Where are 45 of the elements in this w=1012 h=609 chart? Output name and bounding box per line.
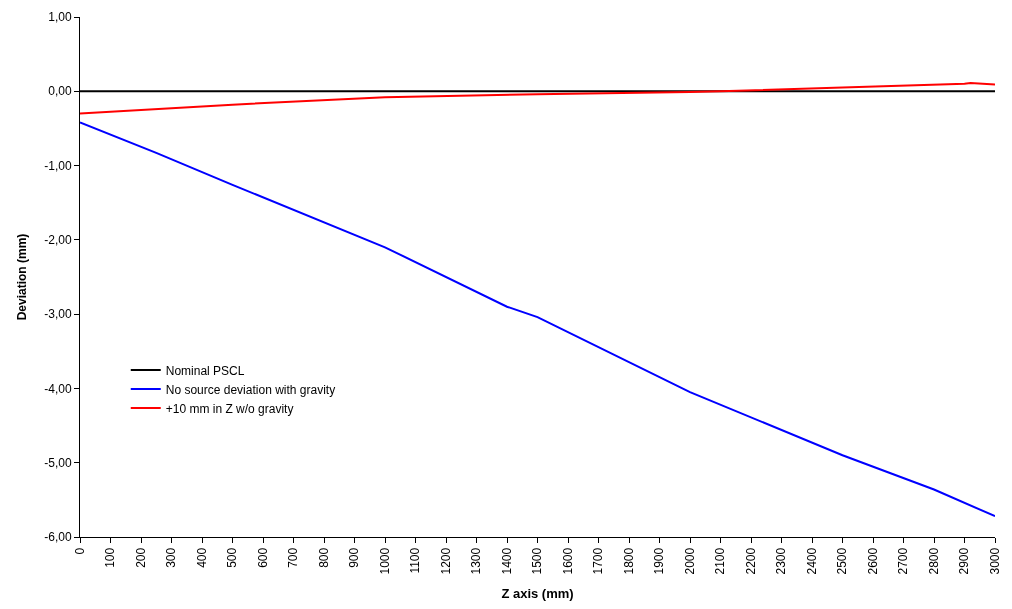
x-tick-label: 800 [316, 547, 331, 568]
x-tick-label: 2600 [865, 547, 880, 575]
x-tick-label: 900 [347, 547, 362, 568]
x-tick-label: 1600 [560, 547, 575, 575]
x-tick-label: 100 [103, 547, 118, 568]
x-tick-label: 2800 [926, 547, 941, 575]
x-tick-label: 500 [225, 547, 240, 568]
x-tick-label: 2300 [774, 547, 789, 575]
x-tick-label: 2900 [957, 547, 972, 575]
x-tick-label: 2200 [743, 547, 758, 575]
x-tick-label: 2700 [896, 547, 911, 575]
line-series [80, 121, 995, 518]
x-tick-label: 700 [286, 547, 301, 568]
y-tick-label: -3,00 [44, 307, 72, 322]
x-tick-label: 1100 [408, 547, 423, 574]
x-tick-label: 1500 [530, 547, 545, 575]
y-tick-label: -1,00 [44, 158, 72, 173]
y-tick-label: -5,00 [44, 455, 72, 470]
x-tick-label: 1400 [499, 547, 514, 575]
x-axis-title: Z axis (mm) [501, 586, 574, 602]
y-tick-label: -4,00 [44, 381, 72, 396]
x-tick-label: 2500 [835, 547, 850, 575]
x-tick-label: 0 [72, 547, 87, 555]
x-tick-label: 1900 [652, 547, 667, 575]
x-tick-label: 2400 [804, 547, 819, 575]
x-tick-label: 1800 [621, 547, 636, 575]
x-tick-label: 400 [194, 547, 209, 568]
x-tick-label: 1200 [438, 547, 453, 575]
y-axis-title: Deviation (mm) [14, 233, 29, 321]
y-tick-label: -2,00 [44, 233, 72, 248]
legend-label: +10 mm in Z w/o gravity [165, 401, 294, 416]
x-tick-label: 2100 [713, 547, 728, 575]
x-tick-label: 1700 [591, 547, 606, 575]
x-tick-label: 300 [164, 547, 179, 568]
x-tick-label: 3000 [987, 547, 1002, 575]
x-tick-label: 2000 [682, 547, 697, 575]
legend-label: Nominal PSCL [165, 363, 245, 378]
x-tick-label: 600 [255, 547, 270, 568]
x-tick-label: 1000 [377, 547, 392, 575]
x-tick-label: 1300 [469, 547, 484, 575]
x-tick-label: 200 [133, 547, 148, 568]
y-tick-label: 1,00 [48, 10, 72, 25]
legend-label: No source deviation with gravity [165, 382, 336, 397]
y-tick-label: 0,00 [48, 84, 72, 99]
y-tick-label: -6,00 [44, 530, 72, 545]
